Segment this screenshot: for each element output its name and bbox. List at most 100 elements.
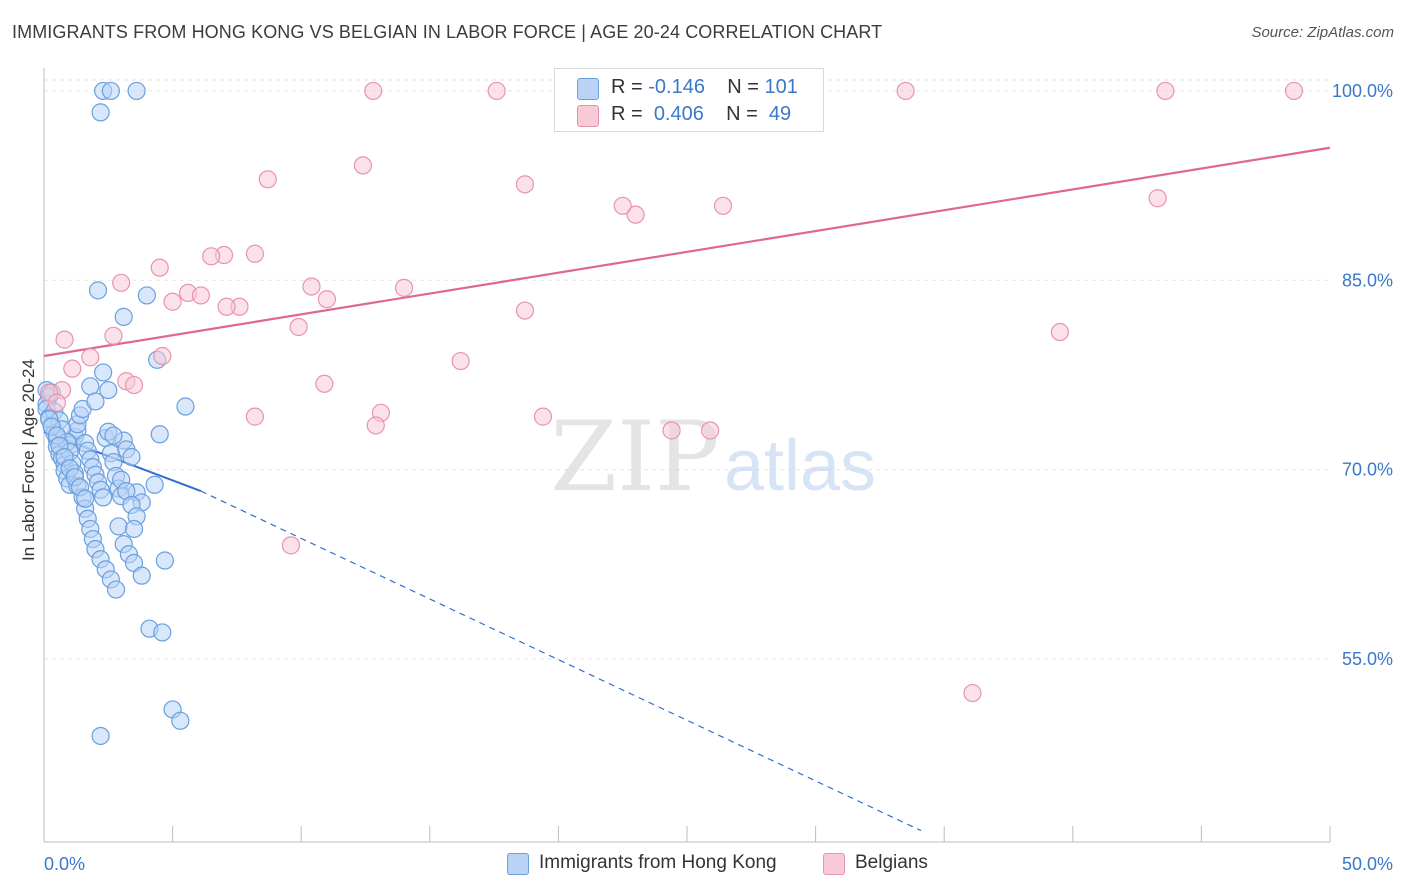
belgian-point bbox=[281, 536, 301, 555]
y-axis-label: In Labor Force | Age 20-24 bbox=[19, 359, 38, 561]
belgian-point bbox=[47, 393, 66, 412]
r-label: R = bbox=[611, 103, 649, 125]
belgian-point bbox=[662, 421, 681, 440]
belgian-point bbox=[81, 348, 100, 367]
belgian-point bbox=[353, 156, 373, 175]
hong-kong-point bbox=[86, 392, 105, 411]
belgian-point bbox=[515, 301, 535, 320]
belgian-point bbox=[302, 277, 321, 296]
belgian-point bbox=[451, 351, 470, 371]
legend-stats-belgians: R = 0.406 N = 49 bbox=[611, 103, 791, 126]
hong-kong-trend-extension bbox=[200, 490, 922, 832]
n-label: N = bbox=[727, 76, 765, 98]
hong-kong-point bbox=[127, 81, 146, 101]
r-value: 0.406 bbox=[653, 103, 704, 125]
y-tick-label: 85.0% bbox=[1342, 270, 1393, 290]
y-tick-label: 55.0% bbox=[1342, 649, 1393, 669]
hong-kong-point bbox=[132, 566, 151, 585]
hong-kong-point bbox=[81, 377, 100, 396]
belgian-point bbox=[713, 196, 733, 215]
belgian-point bbox=[533, 407, 553, 426]
belgian-point bbox=[258, 170, 277, 189]
stats-legend: R = -0.146 N = 101 R = 0.406 N = 49 bbox=[554, 68, 824, 132]
n-label: N = bbox=[726, 103, 764, 125]
belgian-point bbox=[163, 292, 182, 311]
legend-swatch-pink bbox=[823, 853, 845, 875]
y-tick-label: 70.0% bbox=[1342, 460, 1393, 480]
hong-kong-point bbox=[145, 475, 164, 494]
legend-swatch-blue bbox=[577, 78, 599, 100]
belgian-point bbox=[104, 326, 123, 345]
belgian-point bbox=[112, 273, 131, 292]
tick-labels: 55.0% 70.0% 85.0% 100.0% 0.0% 50.0% bbox=[44, 81, 1393, 874]
belgian-point bbox=[1156, 81, 1175, 101]
belgian-point bbox=[217, 297, 236, 316]
belgian-point bbox=[701, 421, 720, 440]
belgian-point bbox=[1284, 81, 1304, 101]
legend-swatch-blue bbox=[507, 853, 529, 875]
legend-swatch-pink bbox=[577, 105, 599, 127]
belgian-point bbox=[896, 81, 915, 101]
data-points bbox=[37, 81, 1304, 746]
belgian-point bbox=[366, 416, 385, 435]
hong-kong-point bbox=[94, 363, 113, 382]
hong-kong-point bbox=[109, 517, 128, 536]
n-value: 101 bbox=[764, 76, 798, 98]
hong-kong-point bbox=[91, 103, 110, 122]
belgian-point bbox=[150, 258, 169, 277]
belgian-point bbox=[153, 346, 172, 366]
hong-kong-point bbox=[101, 81, 120, 101]
hong-kong-point bbox=[76, 489, 95, 508]
belgian-point bbox=[1050, 322, 1070, 342]
belgian-point bbox=[289, 317, 308, 337]
belgian-trend-line bbox=[43, 146, 1331, 358]
belgian-point bbox=[315, 374, 334, 393]
belgian-point bbox=[124, 375, 144, 395]
belgian-point bbox=[364, 81, 383, 101]
hong-kong-point bbox=[153, 623, 172, 642]
belgian-point bbox=[515, 175, 535, 194]
belgian-point bbox=[191, 286, 210, 305]
hong-kong-point bbox=[106, 580, 126, 599]
hong-kong-point bbox=[99, 380, 118, 400]
legend-label-belgians: Belgians bbox=[855, 852, 928, 873]
hong-kong-point bbox=[94, 488, 113, 507]
belgian-point bbox=[487, 81, 506, 101]
r-value: -0.146 bbox=[648, 76, 705, 98]
hong-kong-point bbox=[155, 551, 174, 570]
chart-title: IMMIGRANTS FROM HONG KONG VS BELGIAN IN … bbox=[12, 22, 883, 42]
x-tick-label: 50.0% bbox=[1342, 854, 1393, 874]
axes bbox=[43, 68, 1331, 843]
legend-stats-hong-kong: R = -0.146 N = 101 bbox=[611, 76, 798, 99]
belgian-point bbox=[963, 683, 982, 703]
belgian-point bbox=[317, 290, 337, 309]
y-tick-label: 100.0% bbox=[1332, 81, 1393, 101]
belgian-point bbox=[63, 359, 82, 378]
r-label: R = bbox=[611, 76, 649, 98]
belgian-point bbox=[202, 247, 221, 266]
watermark-atlas: atlas bbox=[724, 426, 876, 506]
x-tick-label: 0.0% bbox=[44, 854, 85, 874]
belgian-point bbox=[394, 278, 414, 297]
belgian-point bbox=[245, 244, 265, 263]
hong-kong-point bbox=[124, 519, 144, 539]
belgian-point bbox=[626, 205, 645, 224]
watermark: ZIP atlas bbox=[550, 401, 876, 513]
belgian-point bbox=[613, 196, 632, 215]
legend-label-hong-kong: Immigrants from Hong Kong bbox=[539, 852, 777, 873]
hong-kong-point bbox=[150, 425, 169, 444]
hong-kong-point bbox=[88, 281, 108, 300]
n-value: 49 bbox=[768, 103, 792, 125]
hong-kong-point bbox=[137, 286, 156, 305]
gridlines bbox=[44, 79, 1330, 660]
belgian-point bbox=[55, 330, 74, 349]
hong-kong-point bbox=[104, 426, 123, 445]
source-label: Source: ZipAtlas.com bbox=[1251, 24, 1394, 41]
hong-kong-point bbox=[122, 447, 141, 467]
belgian-point bbox=[1148, 189, 1167, 208]
watermark-zip: ZIP bbox=[550, 401, 719, 513]
belgian-point bbox=[245, 407, 265, 426]
hong-kong-point bbox=[176, 397, 195, 416]
hong-kong-point bbox=[91, 726, 110, 746]
